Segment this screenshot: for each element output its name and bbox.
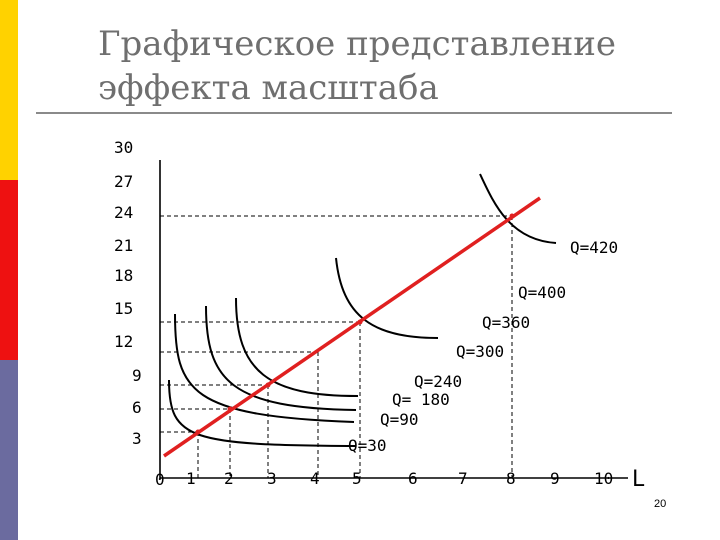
y-tick-3: 3: [132, 429, 142, 448]
x-tick-6: 6: [408, 469, 418, 488]
ray-point-5: [357, 319, 363, 325]
x-tick-5: 5: [352, 469, 362, 488]
y-tick-18: 18: [114, 266, 133, 285]
ray-point-3: [265, 382, 271, 388]
x-tick-0: 0: [155, 470, 165, 489]
y-tick-labels: 30 27 24 21 18 15 12 9 6 3: [114, 138, 142, 448]
y-tick-30: 30: [114, 138, 133, 157]
isoquant-curves: [168, 173, 557, 447]
sidebar-yellow-segment: [0, 0, 18, 180]
slide-title-line1: Графическое представление: [98, 24, 617, 64]
x-tick-9: 9: [550, 469, 560, 488]
x-tick-7: 7: [458, 469, 468, 488]
slide-title-line2: эффекта масштаба: [98, 68, 439, 108]
isoquant-labels: Q=420 Q=400 Q=360 Q=300 Q=240 Q= 180 Q=9…: [348, 238, 618, 455]
ray-point-2: [227, 406, 233, 412]
x-tick-labels: 0 1 2 3 4 5 6 7 8 9 10: [155, 469, 613, 489]
x-tick-3: 3: [267, 469, 277, 488]
slide-number: 20: [654, 498, 667, 510]
isoquant-label-q90: Q=90: [380, 410, 419, 429]
y-tick-21: 21: [114, 236, 133, 255]
ray-intersection-points: [195, 213, 515, 435]
x-tick-4: 4: [310, 469, 320, 488]
isoquant-curve-q180: [205, 305, 357, 411]
y-tick-9: 9: [132, 366, 142, 385]
title-underline: [36, 112, 672, 114]
x-tick-8: 8: [506, 469, 516, 488]
isoquant-curve-q420: [479, 173, 557, 244]
scale-ray: [163, 196, 541, 458]
isoquant-label-q240: Q=240: [414, 372, 462, 391]
slide-title: Графическое представление эффекта масшта…: [98, 22, 658, 110]
y-tick-15: 15: [114, 299, 133, 318]
x-tick-2: 2: [224, 469, 234, 488]
y-tick-27: 27: [114, 172, 133, 191]
sidebar-purple-segment: [0, 360, 18, 540]
sidebar-red-segment: [0, 180, 18, 360]
ray-point-1: [195, 429, 201, 435]
isoquant-label-q300: Q=300: [456, 342, 504, 361]
isoquant-curve-q240: [235, 297, 359, 397]
x-tick-1: 1: [186, 469, 196, 488]
x-tick-10: 10: [594, 469, 613, 488]
isoquant-label-q180: Q= 180: [392, 390, 450, 409]
y-tick-24: 24: [114, 203, 133, 222]
isoquant-curve-q30: [168, 379, 357, 447]
isoquant-label-q30: Q=30: [348, 436, 387, 455]
y-tick-12: 12: [114, 332, 133, 351]
x-axis-label: L: [632, 467, 645, 492]
isoquant-curve-q90: [174, 313, 355, 423]
isoquant-label-q360: Q=360: [482, 313, 530, 332]
sidebar-color-bar: [0, 0, 18, 540]
y-tick-6: 6: [132, 398, 142, 417]
dashed-guides: [160, 215, 513, 478]
isoquant-label-q420: Q=420: [570, 238, 618, 257]
ray-point-8: [509, 213, 515, 219]
isoquant-label-q400: Q=400: [518, 283, 566, 302]
axes: [159, 160, 628, 479]
